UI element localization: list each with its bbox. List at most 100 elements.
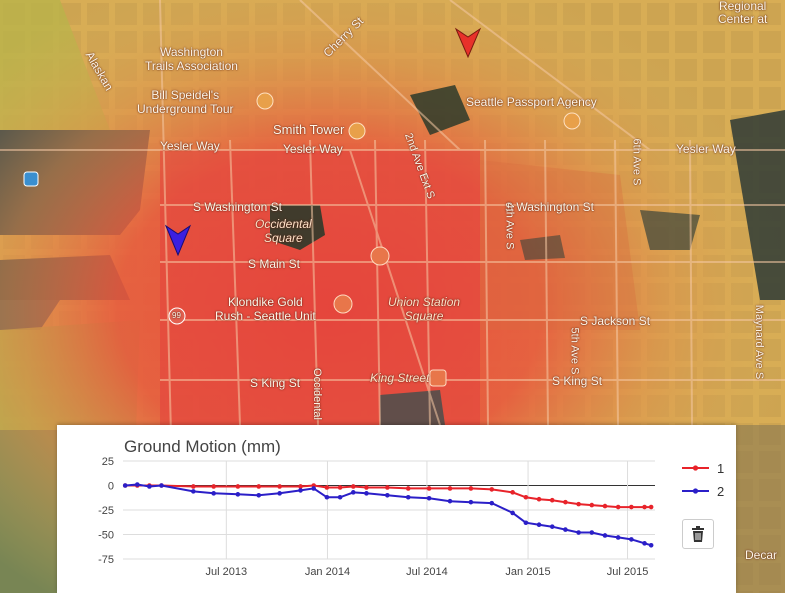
series-1-point [337, 485, 343, 490]
series-2-point [576, 530, 581, 535]
label-yesler-way-center: Yesler Way [283, 142, 343, 156]
label-yesler-way-east: Yesler Way [676, 142, 736, 156]
series-2-point [277, 491, 282, 496]
series-1-point [426, 486, 432, 491]
label-highway-99: 99 [172, 311, 181, 320]
label-maynard-ave: Maynard Ave S [753, 304, 766, 380]
series-1-point [549, 497, 555, 503]
series-1-point [364, 485, 369, 490]
marker-2-icon [164, 224, 192, 257]
poi-icon [348, 122, 366, 140]
series-2-point [191, 489, 196, 494]
series-2-point [256, 493, 262, 498]
poi-icon [256, 92, 274, 110]
chart-title: Ground Motion (mm) [124, 437, 281, 456]
label-decar: Decar [745, 548, 778, 562]
series-2-point [615, 535, 621, 540]
series-1-point [385, 485, 390, 490]
series-2-point [350, 490, 356, 495]
series-2-point [405, 494, 411, 500]
label-occidental-ave: Occidental [310, 368, 323, 420]
highway-shield-icon [168, 307, 186, 325]
series-2-point [648, 542, 654, 548]
series-2-point [642, 541, 647, 546]
marker-1-icon [454, 27, 482, 59]
series-1-point [191, 484, 196, 489]
legend-marker-2 [692, 488, 699, 494]
poi-icon [333, 294, 353, 314]
marker-2[interactable] [164, 224, 194, 258]
series-1-point [589, 502, 595, 508]
series-2-point [122, 483, 128, 488]
series-2-point [549, 524, 555, 529]
label-5th-ave: 5th Ave S [568, 327, 581, 375]
legend-label-2: 2 [717, 484, 724, 499]
series-2-point [489, 500, 495, 506]
series-1-point [510, 490, 515, 495]
series-1-point [576, 501, 581, 507]
series-1-point [468, 486, 474, 491]
series-1-point [648, 504, 654, 510]
series-1-point [489, 487, 495, 492]
label-passport-agency: Seattle Passport Agency [466, 95, 597, 109]
series-2-point [536, 522, 542, 527]
series-1-point [523, 494, 529, 500]
label-s-king-west: S King St [250, 376, 301, 390]
poi-icon [370, 246, 390, 266]
poi-icon [563, 112, 581, 130]
label-king-street: King Street [370, 371, 430, 385]
series-1-point [642, 504, 647, 510]
series-2-point [134, 482, 140, 487]
series-1-point [235, 484, 241, 489]
label-s-main-st: S Main St [248, 257, 301, 271]
series-1-point [405, 486, 411, 491]
legend-label-1: 1 [717, 461, 724, 476]
series-2-point [311, 486, 317, 491]
x-tick-label: Jan 2014 [305, 566, 350, 578]
y-tick-label: 25 [102, 456, 114, 468]
y-tick-label: 0 [108, 481, 114, 493]
ground-motion-panel: Ground Motion (mm) 25 0 -25 -50 -75 Jul 2013 J… [57, 425, 736, 593]
ground-motion-chart: 25 0 -25 -50 -75 Jul 2013 Jan 2014 Jul 2014 Jan … [98, 456, 724, 578]
series-2-point [447, 498, 453, 504]
label-6th-ave: 6th Ave S [630, 138, 643, 186]
series-2-point [147, 484, 152, 489]
legend-marker-1 [692, 465, 699, 471]
series-2-point [364, 491, 369, 496]
delete-button[interactable] [682, 519, 714, 549]
label-washington-trails: Washington Trails Association [145, 45, 238, 73]
series-2-point [385, 493, 390, 498]
y-tick-label: -50 [98, 530, 114, 542]
label-s-jackson-st: S Jackson St [580, 314, 651, 328]
series-1-point [447, 486, 453, 491]
series-2-point [629, 537, 634, 542]
series-1-point [277, 484, 282, 489]
y-tick-label: -75 [98, 554, 114, 566]
label-smith-tower: Smith Tower [273, 122, 345, 137]
series-1-point [298, 484, 303, 489]
x-tick-label: Jul 2014 [406, 566, 448, 578]
series-2-point [337, 494, 343, 500]
label-bill-speidel: Bill Speidel's Underground Tour [137, 88, 234, 116]
series-1-point [615, 504, 621, 510]
series-2-point [523, 520, 529, 526]
label-s-washington-west: S Washington St [193, 200, 282, 214]
label-klondike: Klondike Gold Rush - Seattle Unit [215, 295, 316, 323]
label-4th-ave: 4th Ave S [503, 202, 516, 250]
marker-1[interactable] [454, 27, 484, 59]
series-1-point [629, 504, 634, 510]
x-tick-label: Jul 2013 [206, 566, 248, 578]
series-1-point [211, 484, 216, 489]
series-1-point [256, 484, 262, 489]
label-yesler-way-west: Yesler Way [160, 139, 220, 153]
series-2-point [468, 499, 474, 505]
series-1-point [563, 499, 568, 505]
trash-icon [692, 526, 704, 542]
series-2-point [235, 492, 241, 497]
series-2-point [298, 488, 303, 493]
series-2-point [159, 483, 164, 488]
label-s-washington-east: S Washington St [505, 200, 594, 214]
series-2-point [602, 533, 608, 538]
series-2-point [510, 510, 515, 516]
label-s-king-east: S King St [552, 374, 603, 388]
